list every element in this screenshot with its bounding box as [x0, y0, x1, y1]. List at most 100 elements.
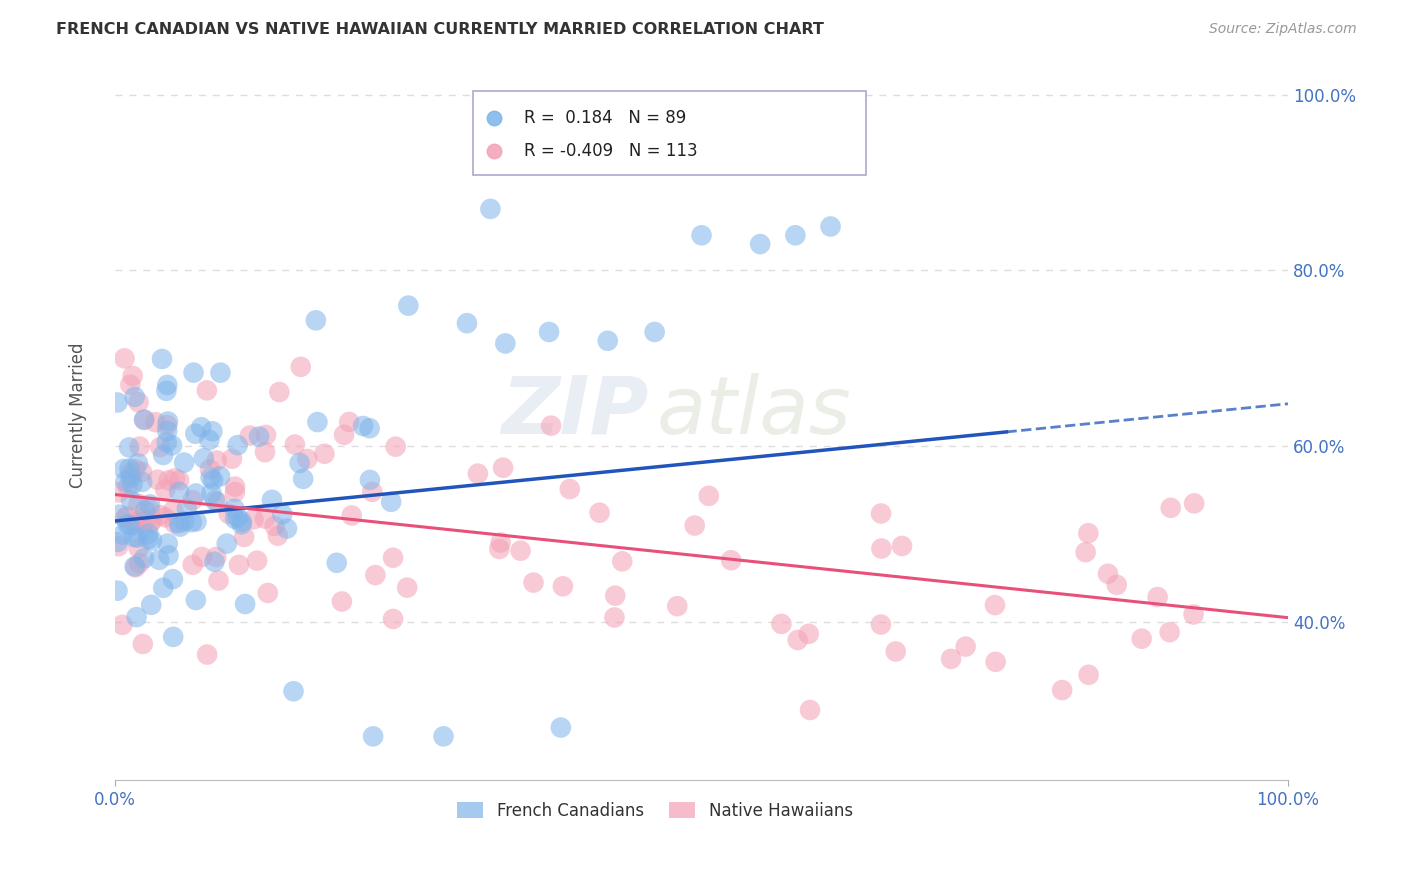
Point — [150, 351, 173, 366]
Point — [786, 633, 808, 648]
Point — [870, 507, 893, 521]
Point — [1160, 500, 1182, 515]
Point — [128, 541, 150, 555]
Text: ZIP: ZIP — [502, 373, 648, 450]
Point — [254, 428, 277, 442]
Point — [799, 703, 821, 717]
Point — [233, 597, 256, 611]
Point — [479, 202, 502, 216]
Point — [226, 438, 249, 452]
Point — [690, 228, 713, 243]
Point — [149, 440, 172, 454]
Point — [120, 377, 142, 392]
Point — [1130, 632, 1153, 646]
Point — [152, 581, 174, 595]
Point — [396, 299, 419, 313]
Point — [955, 640, 977, 654]
Point — [488, 541, 510, 556]
Text: atlas: atlas — [657, 373, 852, 450]
Point — [603, 610, 626, 624]
Point — [180, 515, 202, 529]
Point — [114, 351, 136, 366]
Point — [200, 470, 222, 484]
Point — [195, 648, 218, 662]
Point — [226, 510, 249, 524]
Point — [120, 467, 142, 481]
Point — [141, 598, 163, 612]
Point — [132, 551, 155, 566]
Point — [120, 471, 142, 485]
Point — [305, 313, 328, 327]
Point — [136, 532, 159, 546]
Point — [1077, 526, 1099, 541]
Point — [550, 721, 572, 735]
Point — [195, 384, 218, 398]
Point — [117, 517, 139, 532]
Point — [588, 506, 610, 520]
Point — [156, 378, 179, 392]
Point — [1077, 668, 1099, 682]
Point — [139, 498, 162, 512]
Point — [209, 366, 232, 380]
Point — [352, 419, 374, 434]
Point — [134, 503, 156, 517]
Point — [200, 486, 222, 500]
Point — [1146, 590, 1168, 604]
Point — [117, 480, 139, 494]
Point — [173, 515, 195, 529]
Point — [191, 549, 214, 564]
Point — [184, 593, 207, 607]
Point — [221, 451, 243, 466]
Point — [246, 554, 269, 568]
Point — [364, 568, 387, 582]
Point — [333, 427, 356, 442]
Point — [253, 445, 276, 459]
Point — [120, 518, 142, 533]
Point — [263, 519, 285, 533]
Point — [558, 482, 581, 496]
Point — [749, 237, 772, 252]
Point — [107, 485, 129, 500]
Point — [125, 518, 148, 533]
Point — [870, 541, 893, 556]
Point — [163, 516, 186, 531]
Point — [271, 507, 294, 521]
Point — [522, 575, 544, 590]
Point — [1159, 625, 1181, 640]
Point — [683, 518, 706, 533]
Point — [145, 415, 167, 429]
Point — [138, 526, 160, 541]
Point — [107, 535, 129, 549]
Point — [247, 429, 270, 443]
Point — [124, 515, 146, 529]
Point — [209, 469, 232, 483]
Point — [138, 502, 160, 516]
Point — [162, 503, 184, 517]
Point — [785, 228, 807, 243]
Point — [128, 395, 150, 409]
Point — [107, 583, 129, 598]
Point — [134, 514, 156, 528]
Point — [494, 336, 516, 351]
Point — [359, 473, 381, 487]
Point — [231, 517, 253, 532]
Point — [340, 508, 363, 523]
Point — [538, 325, 561, 339]
Point — [276, 522, 298, 536]
Point — [205, 549, 228, 564]
Point — [152, 448, 174, 462]
Point — [1182, 607, 1205, 622]
Point — [456, 316, 478, 330]
Point — [146, 473, 169, 487]
Point — [267, 529, 290, 543]
Point — [720, 553, 742, 567]
Point — [162, 572, 184, 586]
Point — [256, 586, 278, 600]
Point — [122, 530, 145, 544]
Point — [605, 589, 627, 603]
Point — [253, 511, 276, 525]
Point — [114, 475, 136, 489]
Point — [193, 451, 215, 466]
Point — [260, 492, 283, 507]
Text: FRENCH CANADIAN VS NATIVE HAWAIIAN CURRENTLY MARRIED CORRELATION CHART: FRENCH CANADIAN VS NATIVE HAWAIIAN CURRE… — [56, 22, 824, 37]
